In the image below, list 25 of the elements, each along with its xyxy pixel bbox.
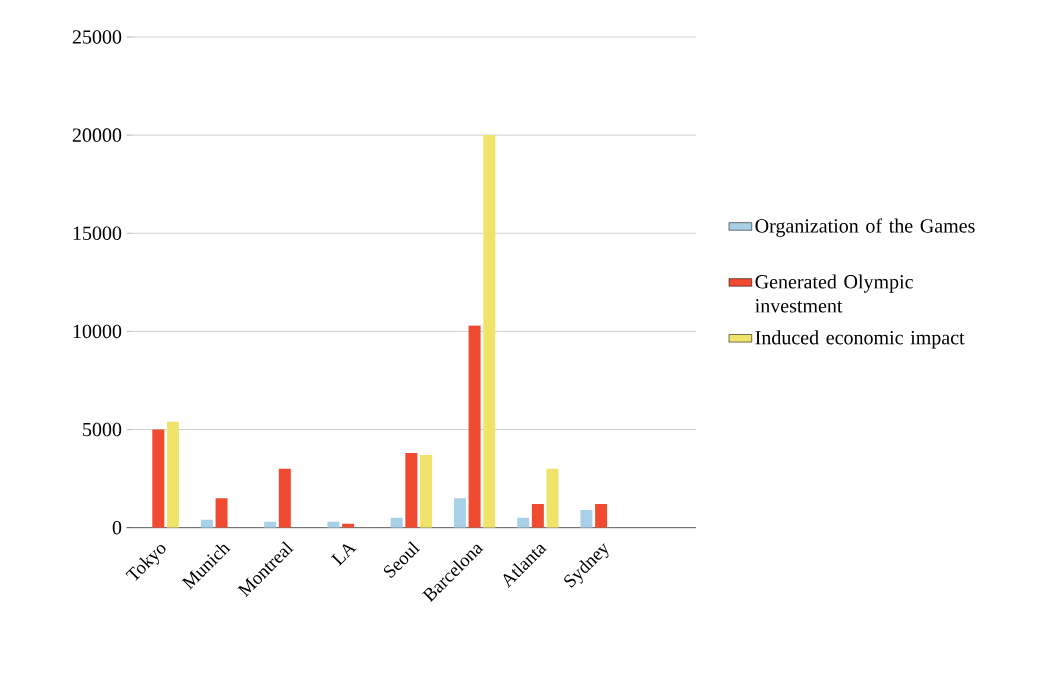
y-tick-label: 10000 (73, 324, 122, 339)
bar (546, 468, 559, 528)
bar (517, 517, 530, 528)
y-tick-label: 20000 (72, 128, 122, 142)
y-tick-label: 25000 (72, 30, 122, 44)
bar (468, 325, 481, 528)
bar (595, 504, 608, 528)
legend-label: Generated Olympic investment (755, 274, 913, 313)
y-tick-label: 15000 (73, 226, 122, 240)
bar (531, 504, 544, 528)
bar (453, 498, 466, 528)
bar (166, 421, 179, 528)
bar (420, 455, 433, 528)
legend-label: Induced economic impact (755, 330, 965, 349)
x-tick-label: LA (330, 544, 357, 566)
legend-label: Organization of the Games (755, 218, 975, 237)
bar (215, 498, 228, 528)
bar (152, 429, 165, 528)
y-tick-label: 0 (112, 520, 122, 535)
bar (390, 517, 403, 528)
bar (405, 453, 418, 528)
bar (483, 135, 496, 528)
bar (580, 509, 593, 528)
y-tick-label: 5000 (83, 422, 122, 437)
bar (278, 468, 291, 528)
